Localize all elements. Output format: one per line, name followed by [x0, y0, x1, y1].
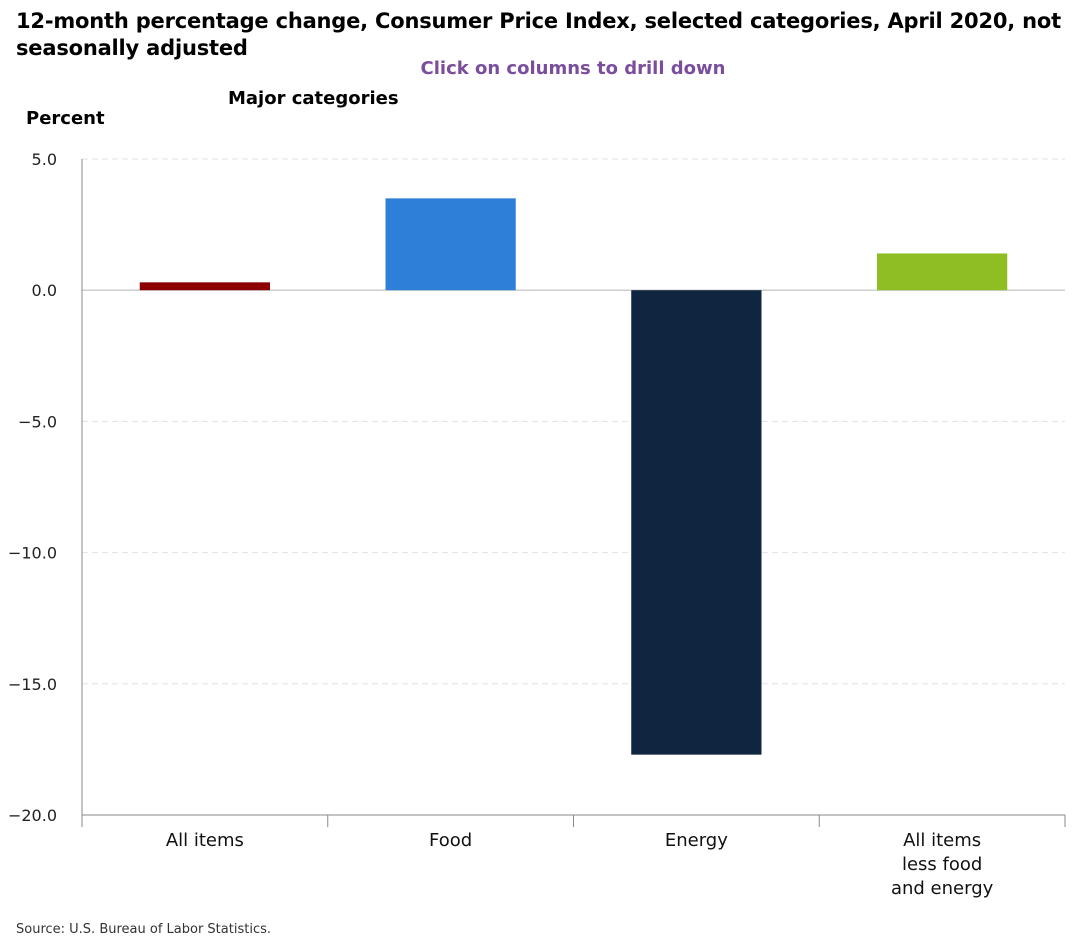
y-tick-labels: 5.0 0.0 −5.0 −10.0 −15.0 −20.0 — [8, 150, 57, 825]
y-tick-label: −5.0 — [18, 412, 57, 431]
x-category-label: All items less food and energy — [891, 830, 994, 899]
y-tick-label: −15.0 — [8, 675, 57, 694]
bar-all-items-less-food-and-energy[interactable] — [877, 253, 1008, 291]
x-category-label: Food — [429, 830, 472, 851]
drill-down-hint: Click on columns to drill down — [420, 58, 726, 79]
x-category-labels: All items Food Energy All items less food and… — [166, 830, 994, 899]
source-note: Source: U.S. Bureau of Labor Statistics. — [16, 922, 271, 937]
bar-all-items[interactable] — [139, 282, 270, 291]
y-tick-label: 5.0 — [32, 150, 57, 169]
y-tick-label: 0.0 — [32, 281, 57, 300]
bar-energy[interactable] — [631, 290, 762, 755]
x-category-label: Energy — [665, 830, 728, 851]
chart-subtitle: Major categories — [228, 88, 399, 109]
y-tick-label: −20.0 — [8, 806, 57, 825]
chart-title: 12-month percentage change, Consumer Pri… — [16, 9, 1062, 60]
x-category-label: All items — [166, 830, 244, 851]
gridlines — [82, 158, 1065, 685]
bar-food[interactable] — [385, 198, 516, 291]
y-axis-label: Percent — [26, 108, 105, 129]
y-tick-label: −10.0 — [8, 544, 57, 563]
bars — [139, 198, 1008, 755]
